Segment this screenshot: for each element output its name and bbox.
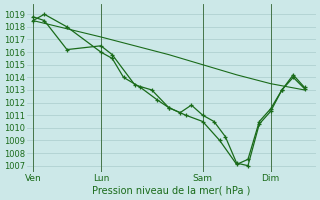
X-axis label: Pression niveau de la mer( hPa ): Pression niveau de la mer( hPa ): [92, 186, 251, 196]
